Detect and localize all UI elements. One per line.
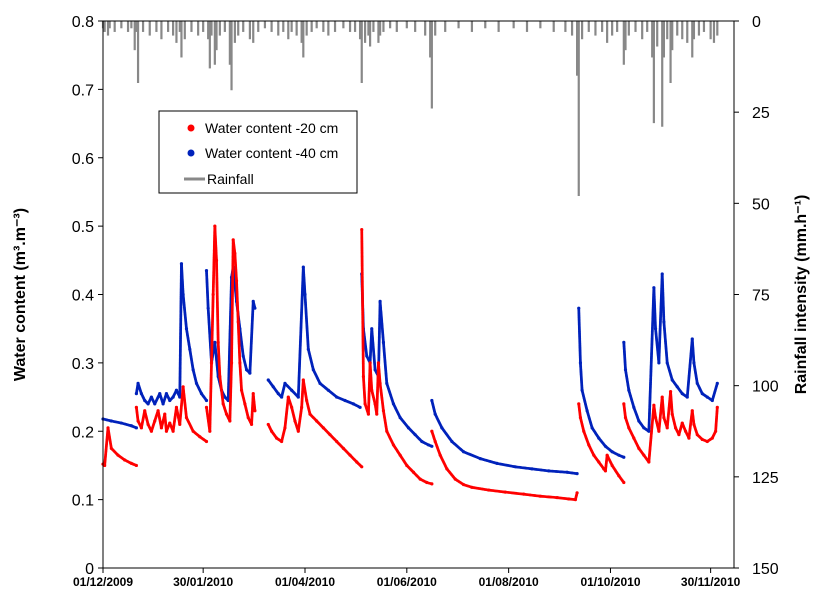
x-tick-label: 30/01/2010	[173, 575, 233, 589]
y-tick-label-left: 0.8	[72, 14, 94, 31]
rainfall-bars	[101, 21, 719, 197]
y-tick-label-right: 100	[752, 379, 779, 396]
point-water-content-20-cm	[204, 439, 209, 444]
point-water-content-40-cm	[622, 455, 626, 459]
point-water-content-20-cm	[360, 465, 364, 469]
legend-label-rainfall: Rainfall	[207, 171, 254, 187]
y-tick-label-left: 0.2	[72, 424, 94, 441]
y-tick-label-left: 0.7	[72, 82, 94, 99]
legend: Water content -20 cm Water content -40 c…	[158, 110, 358, 194]
x-tick-label: 01/08/2010	[479, 575, 539, 589]
y-tick-label-right: 0	[752, 14, 761, 31]
x-tick-label: 30/11/2010	[681, 575, 741, 589]
y-axis-right: 0 25 50 75 100 125 150	[734, 14, 779, 578]
point-water-content-40-cm	[715, 381, 719, 385]
legend-label-water-content-40cm: Water content -40 cm	[205, 145, 338, 161]
y-tick-label-left: 0.6	[72, 151, 94, 168]
x-axis: 01/12/2009 30/01/2010 01/04/2010 01/06/2010…	[73, 568, 741, 589]
y-tick-label-right: 150	[752, 561, 779, 578]
point-water-content-20-cm	[575, 491, 579, 495]
y-tick-label-right: 25	[752, 105, 770, 122]
series-water-content-20cm	[101, 224, 719, 502]
legend-label-water-content-20cm: Water content -20 cm	[205, 120, 338, 136]
y-tick-label-right: 50	[752, 196, 770, 213]
y-axis-title-right: Rainfall intensity (mm.h⁻¹)	[793, 195, 810, 395]
point-water-content-40-cm	[204, 398, 209, 403]
point-water-content-40-cm	[358, 405, 362, 409]
y-tick-label-left: 0	[85, 561, 94, 578]
y-tick-label-left: 0.3	[72, 356, 94, 373]
x-tick-label: 01/04/2010	[275, 575, 335, 589]
point-water-content-40-cm	[253, 306, 257, 310]
x-tick-label: 01/12/2009	[73, 575, 133, 589]
point-water-content-20-cm	[715, 405, 719, 409]
y-tick-label-right: 125	[752, 470, 779, 487]
y-tick-label-left: 0.4	[72, 288, 94, 305]
y-tick-label-right: 75	[752, 288, 770, 305]
point-water-content-20-cm	[134, 463, 138, 468]
y-axis-title-left: Water content (m³.m⁻³)	[12, 208, 29, 381]
y-axis-left: 0 0.1 0.2 0.3 0.4 0.5 0.6 0.7 0.8	[72, 14, 103, 578]
point-water-content-20-cm	[622, 480, 626, 485]
point-water-content-20-cm	[253, 409, 257, 413]
y-tick-label-left: 0.1	[72, 493, 94, 510]
legend-marker-water-content-40cm	[187, 149, 195, 157]
series-water-content-40cm	[101, 262, 719, 476]
legend-marker-water-content-20cm	[187, 124, 195, 132]
point-water-content-40-cm	[575, 472, 579, 476]
y-tick-label-left: 0.5	[72, 219, 94, 236]
point-water-content-20-cm	[430, 482, 434, 486]
point-water-content-40-cm	[134, 426, 138, 430]
point-water-content-40-cm	[430, 444, 434, 448]
x-tick-label: 01/10/2010	[580, 575, 640, 589]
x-tick-label: 01/06/2010	[377, 575, 437, 589]
